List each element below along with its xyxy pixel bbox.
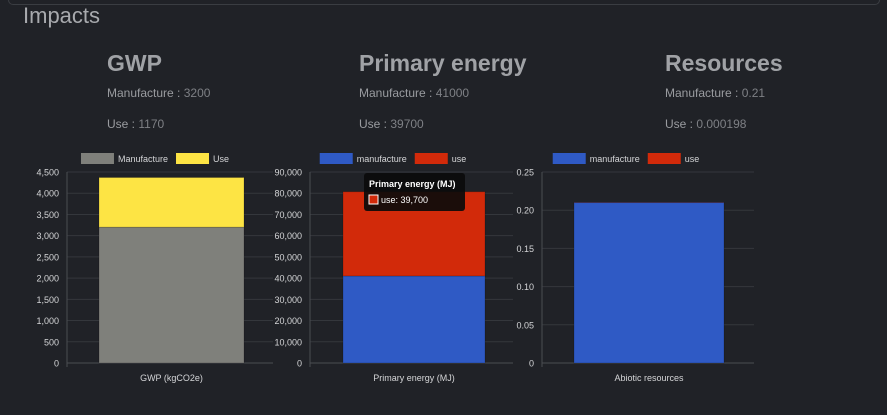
metric-use: Use : 1170 [107, 117, 165, 131]
y-tick-label: 0.20 [516, 206, 534, 216]
metric-gwp: GWP Manufacture : 3200 Use : 1170 [107, 50, 210, 131]
y-tick-label: 4,500 [36, 168, 59, 178]
metric-manufacture: Manufacture : 3200 [107, 86, 211, 100]
page-title: Impacts [23, 3, 101, 28]
metric-use: Use : 39700 [359, 117, 424, 131]
chart-0: 0 500 1,000 1,500 2,000 2,500 3,000 3,500 4,000 4… [36, 153, 273, 383]
tooltip-box [364, 173, 465, 211]
x-category-label: Primary energy (MJ) [373, 373, 455, 383]
x-category-label: Abiotic resources [614, 373, 684, 383]
legend-label: Use [213, 154, 229, 164]
y-tick-label: 80,000 [274, 189, 302, 199]
chart-1: 0 10,000 20,000 30,000 40,000 50,000 60,000 70,… [274, 153, 513, 383]
y-tick-label: 0 [54, 359, 59, 369]
y-tick-label: 0.25 [516, 168, 534, 178]
y-tick-label: 10,000 [274, 337, 302, 347]
y-tick-label: 0.15 [516, 244, 534, 254]
metric-manufacture-value: 0.21 [741, 86, 766, 100]
metric-primary-energy: Primary energy Manufacture : 41000 Use :… [359, 50, 527, 131]
tooltip-swatch [368, 194, 379, 205]
y-tick-label: 1,000 [36, 316, 59, 326]
legend-label: Manufacture [118, 154, 168, 164]
y-tick-label: 50,000 [274, 252, 302, 262]
y-tick-label: 3,500 [36, 210, 59, 220]
metric-manufacture: Manufacture : 41000 [359, 86, 470, 100]
tooltip-title: Primary energy (MJ) [369, 179, 456, 189]
metric-use-label: Use [665, 117, 687, 131]
y-tick-label: 60,000 [274, 231, 302, 241]
metric-manufacture-label: Manufacture [107, 86, 174, 100]
legend: Manufacture Use [80, 153, 229, 164]
metric-use-value: 1170 [138, 117, 165, 131]
bar-use [98, 177, 245, 228]
y-tick-label: 0 [297, 359, 302, 369]
y-tick-label: 40,000 [274, 274, 302, 284]
y-tick-label: 2,500 [36, 252, 59, 262]
legend-label: manufacture [590, 154, 640, 164]
y-tick-label: 90,000 [274, 168, 302, 178]
y-tick-label: 0.10 [516, 282, 534, 292]
metric-manufacture-label: Manufacture [665, 86, 732, 100]
x-category-label: GWP (kgCO2e) [140, 373, 203, 383]
metric-title: GWP [107, 50, 162, 76]
legend-swatch [176, 153, 210, 164]
metric-resources: Resources Manufacture : 0.21 Use : 0.000… [665, 50, 783, 131]
metric-title: Resources [665, 50, 783, 76]
legend-swatch [319, 153, 353, 164]
y-tick-label: 30,000 [274, 295, 302, 305]
metric-manufacture-value: 41000 [435, 86, 470, 100]
bar-manufacture [342, 275, 486, 364]
chart-2: 0 0.05 0.10 0.15 0.20 0.25 Abiotic resources ma… [516, 153, 754, 383]
metric-use-value: 0.000198 [696, 117, 747, 131]
y-tick-label: 3,000 [36, 231, 59, 241]
metric-title: Primary energy [359, 50, 527, 76]
y-tick-label: 500 [44, 337, 59, 347]
y-tick-label: 1,500 [36, 295, 59, 305]
legend-swatch [647, 153, 681, 164]
legend-swatch [414, 153, 448, 164]
y-tick-label: 20,000 [274, 316, 302, 326]
legend-swatch [552, 153, 586, 164]
legend: manufacture use [319, 153, 467, 164]
y-tick-label: 2,000 [36, 274, 59, 284]
tooltip-text: use: 39,700 [381, 195, 428, 205]
tooltip: Primary energy (MJ) use: 39,700 [364, 173, 465, 211]
y-tick-label: 0.05 [516, 320, 534, 330]
legend-swatch [80, 153, 114, 164]
metric-use-label: Use [107, 117, 129, 131]
metric-use-value: 39700 [390, 117, 424, 131]
y-tick-label: 0 [529, 359, 534, 369]
y-tick-label: 4,000 [36, 189, 59, 199]
bar-manufacture [573, 202, 725, 364]
legend-label: manufacture [357, 154, 407, 164]
metric-manufacture: Manufacture : 0.21 [665, 86, 766, 100]
legend: manufacture use [552, 153, 700, 164]
metric-manufacture-label: Manufacture [359, 86, 426, 100]
y-tick-label: 70,000 [274, 210, 302, 220]
legend-label: use [452, 154, 467, 164]
metric-use-label: Use [359, 117, 381, 131]
metric-manufacture-value: 3200 [183, 86, 211, 100]
metric-use: Use : 0.000198 [665, 117, 747, 131]
bar-manufacture [98, 226, 245, 364]
legend-label: use [685, 154, 700, 164]
